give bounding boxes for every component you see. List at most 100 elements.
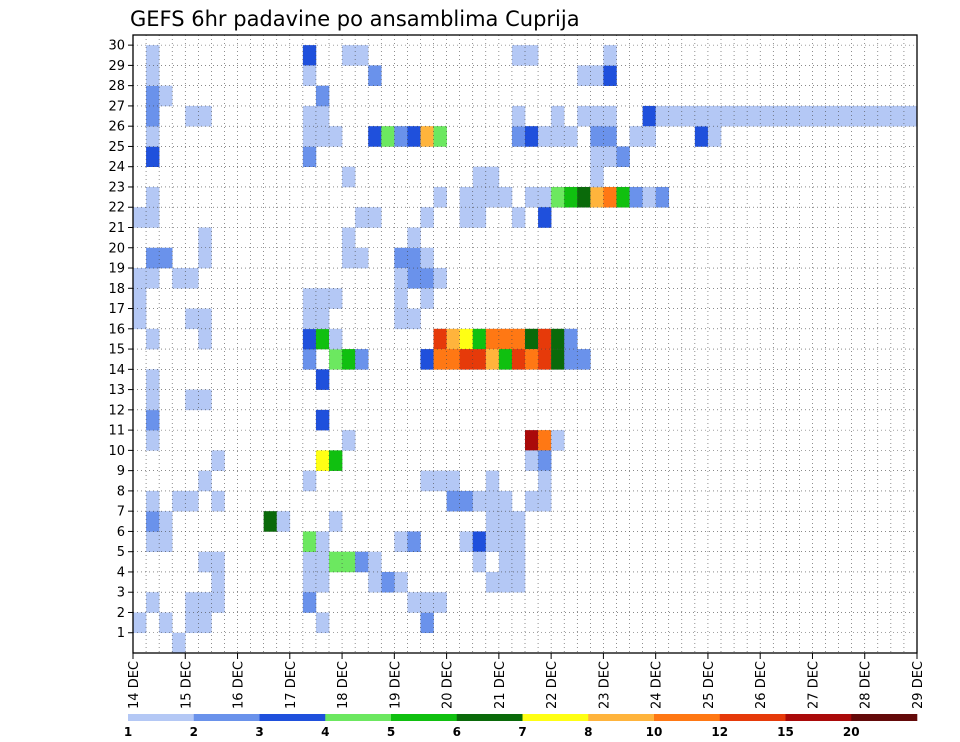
- y-tick-label: 30: [108, 39, 125, 54]
- heatmap-cell: [342, 551, 356, 573]
- heatmap-cell: [146, 45, 160, 66]
- heatmap-cell: [329, 450, 343, 471]
- heatmap-cell: [603, 65, 617, 86]
- heatmap-cell: [146, 511, 160, 532]
- heatmap-cell: [472, 551, 487, 573]
- heatmap-cell: [498, 186, 513, 208]
- colorbar-label: 7: [518, 725, 526, 739]
- heatmap-cell: [185, 592, 199, 613]
- heatmap-cell: [498, 511, 513, 532]
- colorbar-label: 15: [777, 725, 794, 739]
- y-tick-label: 2: [117, 606, 125, 621]
- heatmap-cell: [185, 105, 199, 127]
- heatmap-cell: [329, 349, 343, 370]
- heatmap-cell: [420, 268, 434, 289]
- heatmap-cell: [590, 105, 604, 127]
- heatmap-cell: [368, 571, 382, 593]
- heatmap-cell: [420, 592, 434, 613]
- heatmap-cell: [485, 470, 500, 492]
- heatmap-cell: [498, 571, 513, 593]
- heatmap-cell: [368, 551, 382, 573]
- heatmap-cell: [159, 247, 173, 269]
- heatmap-cell: [851, 105, 866, 127]
- heatmap-cell: [302, 146, 317, 168]
- heatmap-cell: [511, 349, 526, 370]
- y-tick-label: 19: [108, 262, 125, 277]
- y-tick-label: 6: [117, 525, 125, 540]
- heatmap-cell: [694, 105, 709, 127]
- heatmap-cell: [433, 268, 447, 289]
- heatmap-cell: [198, 592, 212, 613]
- heatmap-cell: [420, 349, 434, 370]
- x-tick-label: 27 DEC: [806, 661, 821, 709]
- y-tick-label: 21: [108, 221, 125, 236]
- heatmap-cell: [394, 268, 408, 289]
- heatmap-cell: [302, 531, 317, 552]
- heatmap-cell: [315, 409, 330, 431]
- heatmap-cell: [433, 328, 447, 350]
- heatmap-cell: [315, 126, 330, 147]
- heatmap-cell: [642, 105, 656, 127]
- heatmap-cell: [564, 328, 578, 350]
- heatmap-cell: [472, 531, 487, 552]
- heatmap-cell: [407, 227, 421, 249]
- heatmap-cell: [329, 511, 343, 532]
- y-tick-label: 28: [108, 79, 125, 94]
- heatmap-cell: [472, 166, 487, 188]
- heatmap-cell: [525, 490, 539, 512]
- heatmap-cell: [302, 592, 317, 613]
- x-tick-label: 29 DEC: [911, 661, 926, 709]
- heatmap-cell: [629, 126, 643, 147]
- y-tick-label: 10: [108, 444, 125, 459]
- heatmap-cell: [198, 227, 212, 249]
- heatmap-cell: [342, 45, 356, 66]
- heatmap-cell: [511, 551, 526, 573]
- y-tick-label: 20: [108, 241, 125, 256]
- y-tick-label: 17: [108, 302, 125, 317]
- heatmap-cell: [577, 186, 591, 208]
- heatmap-cell: [433, 592, 447, 613]
- heatmap-cell: [525, 186, 539, 208]
- heatmap-cell: [551, 126, 565, 147]
- heatmap-cell: [315, 450, 330, 471]
- heatmap-cell: [342, 247, 356, 269]
- heatmap-cell: [146, 592, 160, 613]
- heatmap-cell: [302, 328, 317, 350]
- heatmap-cell: [315, 328, 330, 350]
- heatmap-cell: [446, 470, 460, 492]
- colorbar-label: 6: [453, 725, 461, 739]
- heatmap-cell: [590, 65, 604, 86]
- heatmap-cell: [511, 45, 526, 66]
- heatmap-cell: [864, 105, 879, 127]
- heatmap-cell: [394, 308, 408, 330]
- heatmap-cell: [355, 551, 369, 573]
- heatmap-cell: [420, 288, 434, 309]
- heatmap-cell: [394, 247, 408, 269]
- heatmap-cell: [603, 45, 617, 66]
- heatmap-cell: [603, 186, 617, 208]
- heatmap-cell: [302, 45, 317, 66]
- heatmap-cell: [642, 186, 656, 208]
- heatmap-cell: [459, 490, 474, 512]
- heatmap-cell: [903, 105, 918, 127]
- heatmap-cell: [577, 105, 591, 127]
- heatmap-cell: [172, 268, 186, 289]
- heatmap-cell: [342, 227, 356, 249]
- heatmap-cell: [302, 126, 317, 147]
- heatmap-cell: [211, 450, 225, 471]
- heatmap-cell: [603, 126, 617, 147]
- heatmap-cell: [329, 551, 343, 573]
- heatmap-cell: [538, 126, 552, 147]
- heatmap-cell: [381, 126, 395, 147]
- colorbar-swatch: [719, 714, 786, 721]
- heatmap-cell: [407, 247, 421, 269]
- heatmap-cell: [146, 389, 160, 411]
- colorbar-swatch: [785, 714, 852, 721]
- heatmap-cell: [498, 349, 513, 370]
- heatmap-cell: [812, 105, 826, 127]
- x-tick-label: 20 DEC: [441, 661, 456, 709]
- heatmap-cell: [590, 146, 604, 168]
- heatmap-cell: [368, 65, 382, 86]
- heatmap-cell: [485, 490, 500, 512]
